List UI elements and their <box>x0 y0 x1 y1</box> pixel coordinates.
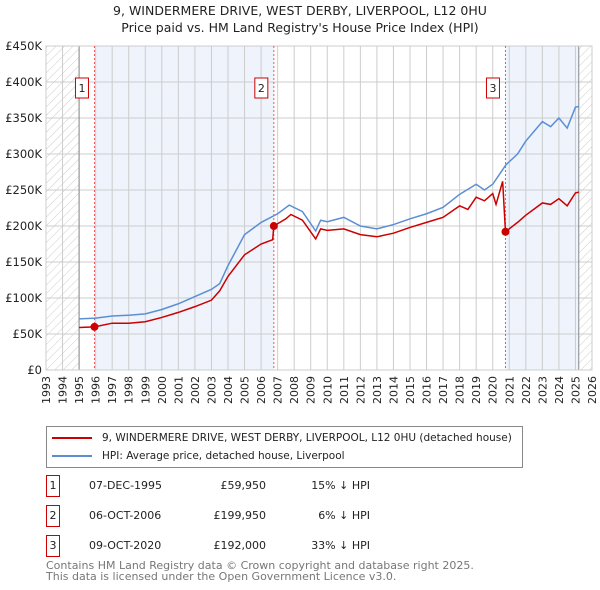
legend-label: 9, WINDERMERE DRIVE, WEST DERBY, LIVERPO… <box>102 432 512 444</box>
x-tick-label: 2023 <box>536 376 549 404</box>
sale-price: £199,950 <box>213 509 267 522</box>
x-tick-label: 2024 <box>553 376 566 404</box>
footer: Contains HM Land Registry data © Crown c… <box>46 560 474 582</box>
sale-label-box <box>485 77 500 99</box>
legend-item-hpi: HPI: Average price, detached house, Live… <box>47 447 345 465</box>
y-tick-label: £400K <box>5 75 42 89</box>
x-tick-label: 2025 <box>569 376 582 404</box>
x-tick-label: 2018 <box>454 376 467 404</box>
y-tick-label: £300K <box>5 147 42 161</box>
sale-label: 2 <box>258 82 265 95</box>
x-tick-label: 2002 <box>189 376 202 404</box>
sale-price: £59,950 <box>220 479 267 492</box>
x-tick-label: 2005 <box>239 376 252 404</box>
legend-label: HPI: Average price, detached house, Live… <box>102 450 345 462</box>
x-tick-label: 1998 <box>123 376 136 404</box>
x-tick-label: 1994 <box>57 376 70 404</box>
series-line <box>79 181 579 329</box>
x-tick-label: 2021 <box>503 376 516 404</box>
sale-date: 06-OCT-2006 <box>89 509 162 522</box>
y-tick-label: £0 <box>27 363 42 377</box>
chart-subtitle: Price paid vs. HM Land Registry's House … <box>121 20 479 35</box>
legend-swatch <box>52 437 92 439</box>
sale-date: 07-DEC-1995 <box>89 479 163 492</box>
x-tick-label: 1996 <box>90 376 103 404</box>
y-tick-label: £250K <box>5 183 42 197</box>
x-tick-label: 2020 <box>487 376 500 404</box>
x-tick-label: 2003 <box>205 376 218 404</box>
x-tick-label: 1993 <box>40 376 53 404</box>
marker-number: 3 <box>46 535 60 557</box>
price-chart: 1993 1994 1995 1996 1997 1998 1999 2000 2001 2002… <box>5 39 599 404</box>
x-tick-label: 2000 <box>156 376 169 404</box>
x-tick-label: 2026 <box>586 376 599 404</box>
x-tick-label: 1999 <box>139 376 152 404</box>
x-tick-label: 2022 <box>520 376 533 404</box>
sale-date: 09-OCT-2020 <box>89 539 162 552</box>
y-tick-label: £450K <box>5 39 42 53</box>
footer-line: Contains HM Land Registry data © Crown c… <box>46 559 474 572</box>
x-tick-label: 2019 <box>470 376 483 404</box>
sale-label: 1 <box>78 82 85 95</box>
hatched-region <box>578 46 592 370</box>
x-tick-label: 2009 <box>305 376 318 404</box>
y-tick-label: £200K <box>5 219 42 233</box>
marker-number: 1 <box>46 475 60 497</box>
y-tick-label: £150K <box>5 255 42 269</box>
hpi-diff: 33% ↓ HPI <box>311 539 370 552</box>
shaded-period <box>94 46 274 370</box>
x-tick-label: 1997 <box>106 376 119 404</box>
legend-item-property: 9, WINDERMERE DRIVE, WEST DERBY, LIVERPO… <box>47 429 512 447</box>
hpi-diff: 6% ↓ HPI <box>318 509 370 522</box>
x-tick-label: 2014 <box>387 376 400 404</box>
series-line <box>79 105 579 320</box>
y-tick-label: £350K <box>5 111 42 125</box>
x-tick-label: 2004 <box>222 376 235 404</box>
footer-line: This data is licensed under the Open Gov… <box>46 570 397 583</box>
x-tick-label: 2010 <box>321 376 334 404</box>
x-tick-label: 2012 <box>354 376 367 404</box>
x-tick-label: 2008 <box>288 376 301 404</box>
sale-point <box>90 322 99 331</box>
y-tick-label: £50K <box>13 327 43 341</box>
x-tick-label: 2001 <box>172 376 185 404</box>
plot-frame <box>45 45 593 371</box>
y-tick-label: £100K <box>5 291 42 305</box>
legend-swatch <box>52 455 92 457</box>
x-tick-label: 2016 <box>421 376 434 404</box>
x-tick-label: 2007 <box>272 376 285 404</box>
x-tick-label: 1995 <box>73 376 86 404</box>
x-tick-label: 2011 <box>338 376 351 404</box>
x-tick-label: 2006 <box>255 376 268 404</box>
sale-price: £192,000 <box>213 539 267 552</box>
hpi-diff: 15% ↓ HPI <box>311 479 370 492</box>
sale-point <box>501 227 510 236</box>
x-tick-label: 2015 <box>404 376 417 404</box>
sale-point <box>269 222 278 231</box>
sale-label: 3 <box>489 82 496 95</box>
sale-label-box <box>74 77 89 99</box>
marker-number: 2 <box>46 505 60 527</box>
x-tick-label: 2013 <box>371 376 384 404</box>
legend: 9, WINDERMERE DRIVE, WEST DERBY, LIVERPO… <box>46 426 523 468</box>
chart-title: 9, WINDERMERE DRIVE, WEST DERBY, LIVERPO… <box>113 3 487 18</box>
x-tick-label: 2017 <box>437 376 450 404</box>
sale-label-box <box>254 77 269 99</box>
